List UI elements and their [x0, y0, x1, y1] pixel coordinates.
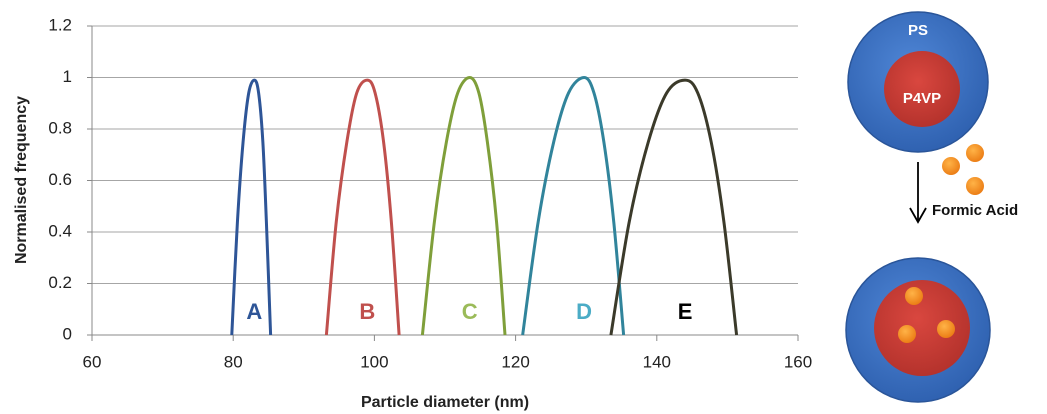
x-tick-label: 80: [224, 352, 243, 371]
y-tick-label: 0.8: [48, 118, 72, 137]
acid-drop: [942, 157, 960, 175]
y-tick-label: 1: [63, 67, 72, 86]
core: [874, 280, 970, 376]
series-line: [230, 78, 273, 336]
y-tick-label: 0.2: [48, 273, 72, 292]
y-tick-label: 0.4: [48, 221, 72, 240]
series-label: C: [462, 299, 478, 324]
acid-drop: [937, 320, 955, 338]
y-tick-label: 0: [63, 324, 72, 343]
diagram: PS P4VP Formic Acid: [845, 11, 1018, 403]
acid-drop: [905, 287, 923, 305]
x-tick-label: 60: [83, 352, 102, 371]
series-line: [609, 78, 739, 336]
y-tick-label: 0.6: [48, 170, 72, 189]
series-line: [521, 75, 626, 336]
acid-drop: [966, 177, 984, 195]
acid-drop: [966, 144, 984, 162]
series-line: [420, 75, 507, 336]
x-tick-label: 100: [360, 352, 388, 371]
series-label: E: [678, 299, 693, 324]
core-label: P4VP: [903, 90, 941, 107]
series-line: [324, 78, 401, 336]
x-axis-title: Particle diameter (nm): [361, 394, 529, 411]
x-tick-label: 120: [501, 352, 529, 371]
acid-drop: [898, 325, 916, 343]
core: [884, 51, 960, 127]
series-label: B: [359, 299, 375, 324]
series-label: D: [576, 299, 592, 324]
x-tick-label: 160: [784, 352, 812, 371]
y-tick-label: 1.2: [48, 15, 72, 34]
shell-label: PS: [908, 22, 928, 39]
reagent-label: Formic Acid: [932, 202, 1018, 219]
arrow-head: [909, 207, 927, 224]
x-tick-label: 140: [643, 352, 671, 371]
y-axis-title: Normalised frequency: [13, 96, 30, 264]
series-label: A: [246, 299, 262, 324]
